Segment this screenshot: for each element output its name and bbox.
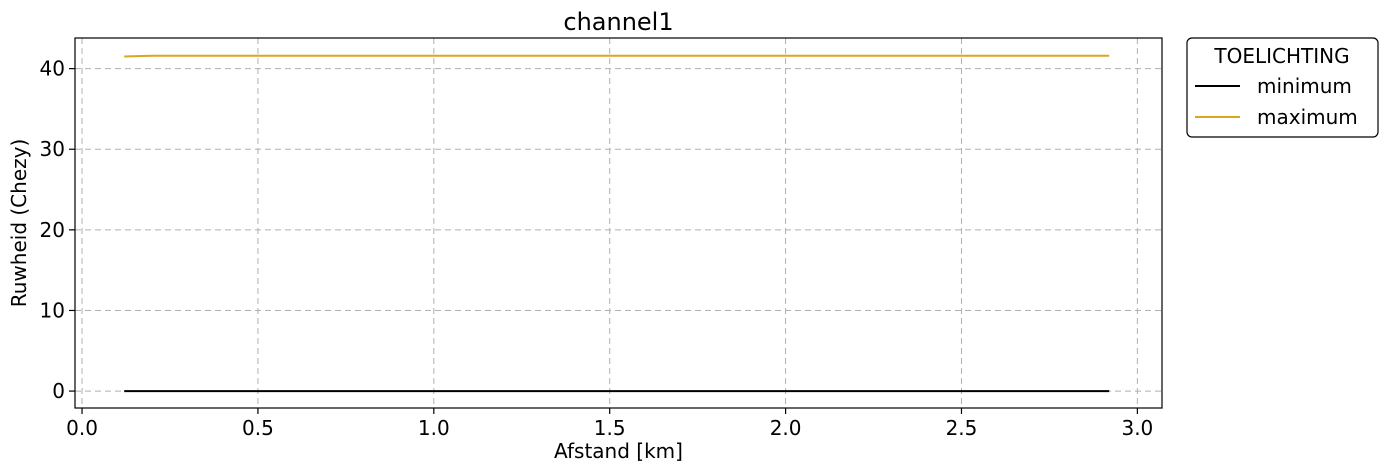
y-ticks: 0 10 20 30 40 — [40, 57, 75, 403]
x-axis-label: Afstand [km] — [554, 439, 683, 463]
x-tick-label: 1.5 — [594, 416, 626, 440]
y-tick-label: 30 — [40, 137, 65, 161]
x-tick-label: 0.0 — [66, 416, 98, 440]
legend: TOELICHTING minimum maximum — [1186, 37, 1379, 138]
legend-box — [1186, 37, 1379, 138]
legend-title: TOELICHTING — [1213, 44, 1349, 68]
y-axis-label: Ruwheid (Chezy) — [7, 139, 31, 308]
series-line-maximum — [124, 54, 1110, 58]
x-tick-label: 0.5 — [242, 416, 274, 440]
x-ticks: 0.0 0.5 1.0 1.5 2.0 2.5 3.0 — [66, 408, 1153, 440]
x-tick-label: 1.0 — [418, 416, 450, 440]
y-tick-label: 40 — [40, 57, 65, 81]
legend-items: minimum maximum — [1195, 74, 1358, 129]
y-tick-label: 20 — [40, 218, 65, 242]
y-tick-label: 10 — [40, 298, 65, 322]
x-tick-label: 2.5 — [946, 416, 978, 440]
legend-label-maximum: maximum — [1257, 105, 1358, 129]
x-tick-label: 3.0 — [1121, 416, 1153, 440]
x-tick-label: 2.0 — [770, 416, 802, 440]
chart-title: channel1 — [563, 8, 673, 36]
series-group — [124, 54, 1110, 393]
plot-frame — [74, 37, 1163, 409]
y-tick-label: 0 — [52, 379, 65, 403]
legend-label-minimum: minimum — [1257, 74, 1352, 98]
